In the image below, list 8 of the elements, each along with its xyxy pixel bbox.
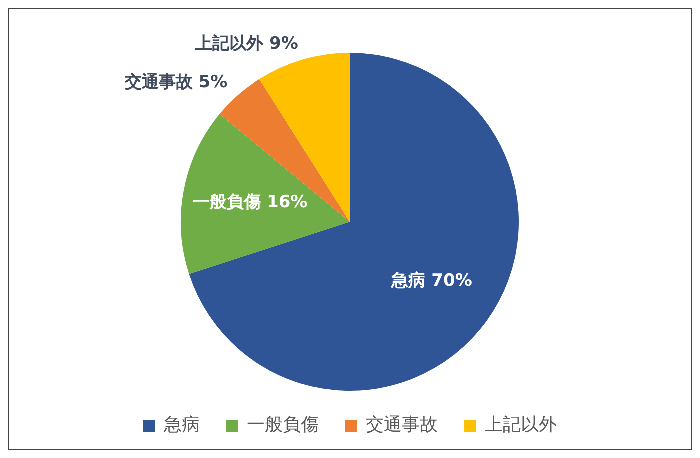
category-label: 交通事故 5% — [124, 72, 228, 93]
category-label: 上記以外 9% — [196, 34, 298, 54]
legend-label: 交通事故 — [366, 414, 438, 436]
legend-label: 急病 — [163, 414, 200, 436]
legend-label: 上記以外 — [485, 414, 557, 436]
category-label: 急病 70% — [392, 271, 472, 292]
category-label: 一般負傷 16% — [193, 192, 308, 212]
legend-label: 一般負傷 — [247, 414, 319, 436]
